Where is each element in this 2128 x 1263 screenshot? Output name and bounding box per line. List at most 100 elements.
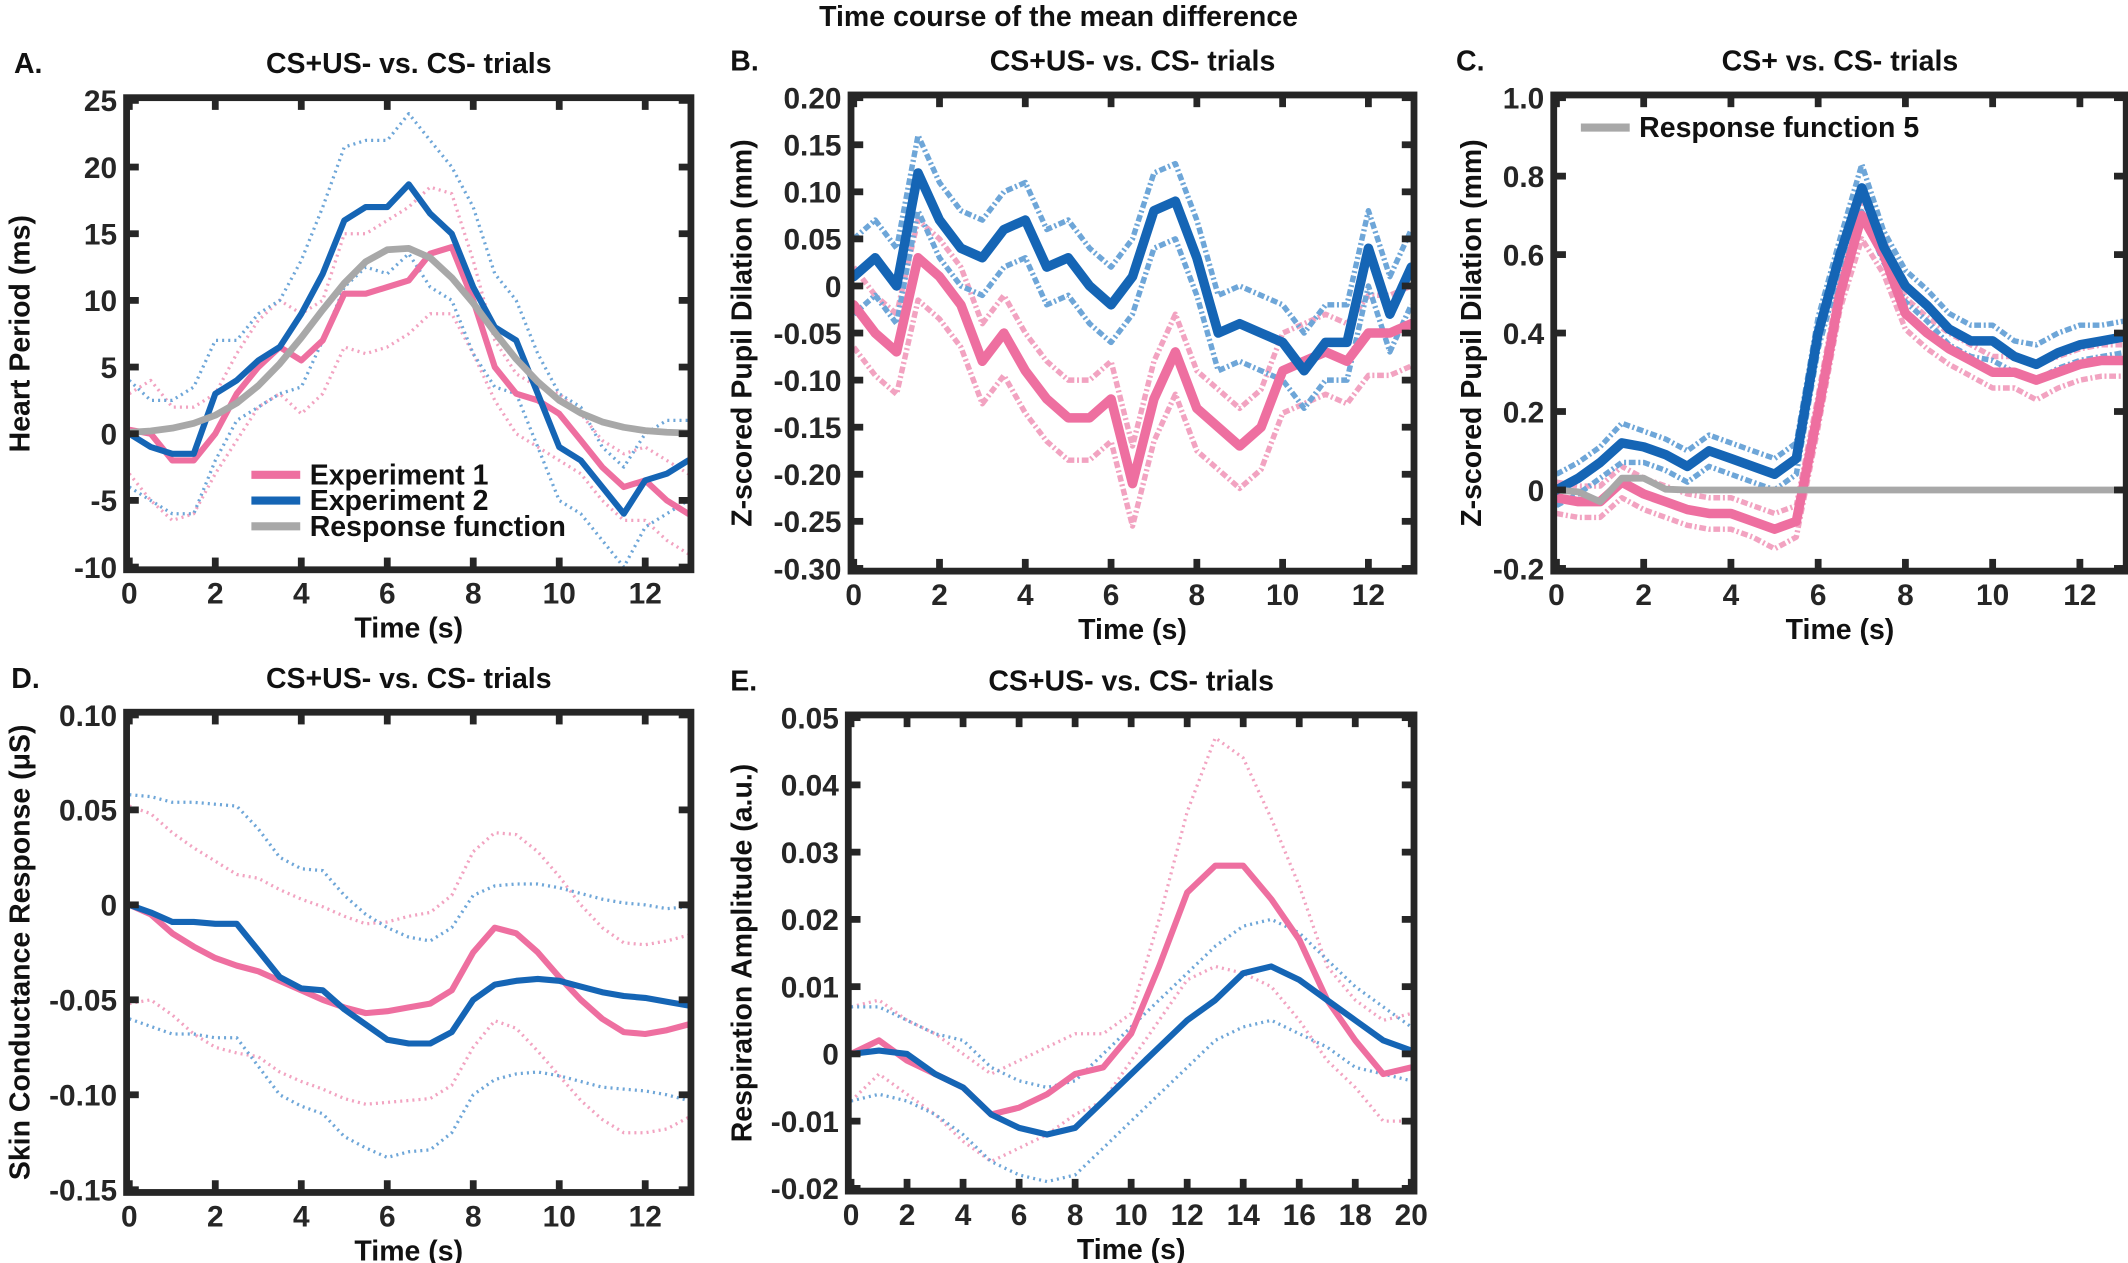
legend-label: Response function 5 xyxy=(1639,112,1919,144)
y-tick-label: -0.2 xyxy=(1493,553,1544,586)
y-tick-label: 0 xyxy=(822,1039,839,1072)
panel-a: A. CS+US- vs. CS- trials Time (s) Heart Per… xyxy=(5,48,695,645)
y-tick-label: 0.2 xyxy=(1503,396,1544,429)
y-tick-label: -0.15 xyxy=(774,412,842,445)
x-tick-label: 2 xyxy=(207,1200,224,1233)
x-tick-label: 10 xyxy=(1266,579,1299,612)
y-tick-label: 0 xyxy=(825,271,842,304)
legend: Response function 5 xyxy=(1580,112,1919,144)
series-line-exp1-mean xyxy=(1556,210,2124,534)
y-tick-label: 0.6 xyxy=(1503,239,1544,272)
y-tick-label: 0.10 xyxy=(59,700,117,733)
y-tick-label: 0.10 xyxy=(783,177,841,210)
x-tick-label: 6 xyxy=(1011,1199,1028,1232)
y-tick-label: 0.01 xyxy=(781,971,839,1004)
series-line-exp2_ci-ci-upper xyxy=(129,793,689,943)
series-line-exp2_ci-ci-lower xyxy=(853,207,1412,412)
x-tick-label: 4 xyxy=(293,578,310,611)
plot-area xyxy=(1556,161,2124,552)
series-line-exp2-mean xyxy=(851,963,1412,1138)
plot-area xyxy=(851,736,1412,1184)
legend-label: Experiment 1 xyxy=(310,459,489,491)
series-line-exp2_ci-ci-upper xyxy=(853,132,1412,336)
y-tick-label: -5 xyxy=(91,485,118,518)
x-tick-label: 10 xyxy=(543,578,576,611)
y-axis-label: Skin Conductance Response (μS) xyxy=(5,725,37,1181)
x-tick-label: 0 xyxy=(1548,579,1565,612)
x-axis-label: Time (s) xyxy=(1786,614,1895,646)
y-tick-label: -0.25 xyxy=(774,506,842,539)
y-tick-label: 5 xyxy=(100,352,117,385)
y-tick-label: 0 xyxy=(100,419,117,452)
axes-frame xyxy=(123,708,695,1196)
series-line-exp2_ci-ci-lower xyxy=(851,1018,1412,1184)
series-line-exp1_ci-ci-lower xyxy=(1556,236,2124,552)
x-tick-label: 0 xyxy=(843,1199,860,1232)
axes-frame xyxy=(123,94,695,574)
panel-letter: B. xyxy=(730,46,758,78)
x-tick-label: 18 xyxy=(1339,1199,1372,1232)
x-tick-label: 2 xyxy=(931,579,948,612)
series-line-exp1-mean xyxy=(129,243,689,517)
axes-frame xyxy=(847,91,1418,575)
x-tick-label: 12 xyxy=(629,1200,662,1233)
x-tick-label: 16 xyxy=(1283,1199,1316,1232)
x-tick-label: 6 xyxy=(379,578,396,611)
figure-title: Time course of the mean difference xyxy=(819,1,1298,33)
x-tick-label: 8 xyxy=(1897,579,1914,612)
x-tick-label: 10 xyxy=(1976,579,2009,612)
y-tick-label: -0.02 xyxy=(771,1173,839,1206)
y-tick-label: 0.05 xyxy=(59,795,117,828)
y-tick-label: -0.30 xyxy=(774,553,842,586)
legend-label: Experiment 2 xyxy=(310,485,489,517)
axes-frame xyxy=(1550,91,2128,575)
series-line-exp1_ci-ci-lower xyxy=(129,312,689,556)
x-tick-label: 12 xyxy=(1171,1199,1204,1232)
x-tick-label: 12 xyxy=(2063,579,2096,612)
series-line-exp1_ci-ci-upper xyxy=(129,185,689,476)
x-tick-label: 0 xyxy=(121,1200,138,1233)
y-tick-label: 0.02 xyxy=(781,904,839,937)
x-tick-label: 12 xyxy=(629,578,662,611)
y-tick-label: 25 xyxy=(84,85,117,118)
plot-area xyxy=(853,132,1412,529)
series-line-exp2_ci-ci-upper xyxy=(1556,161,2124,477)
series-line-response-function xyxy=(1556,474,2124,506)
series-line-exp2_ci-ci-upper xyxy=(129,112,689,469)
y-tick-label: 0 xyxy=(1528,475,1545,508)
y-axis-label: Z-scored Pupil Dilation (mm) xyxy=(1456,139,1488,527)
series-line-exp1_ci-ci-upper xyxy=(129,804,689,947)
panel-title: CS+ vs. CS- trials xyxy=(1722,46,1959,78)
panel-d: D. CS+US- vs. CS- trials Time (s) Skin Cond… xyxy=(5,663,695,1263)
x-tick-label: 10 xyxy=(1115,1199,1148,1232)
y-tick-label: -10 xyxy=(74,552,117,585)
x-tick-label: 4 xyxy=(955,1199,972,1232)
y-tick-label: 0 xyxy=(100,890,117,923)
axes-frame xyxy=(844,711,1418,1195)
x-tick-label: 4 xyxy=(293,1200,310,1233)
panel-letter: A. xyxy=(14,48,42,80)
y-tick-label: -0.15 xyxy=(49,1175,117,1208)
y-tick-label: 0.05 xyxy=(781,702,839,735)
y-tick-label: 0.05 xyxy=(783,224,841,257)
y-axis-label: Heart Period (ms) xyxy=(5,215,37,452)
series-line-response-function xyxy=(129,245,689,437)
series-line-exp1_ci-ci-lower xyxy=(851,964,1412,1164)
panel-title: CS+US- vs. CS- trials xyxy=(988,666,1274,698)
y-tick-label: -0.05 xyxy=(49,985,117,1018)
panel-letter: D. xyxy=(11,663,39,695)
y-tick-label: 20 xyxy=(84,152,117,185)
y-tick-label: 15 xyxy=(84,219,117,252)
x-tick-label: 20 xyxy=(1395,1199,1428,1232)
y-tick-label: -0.10 xyxy=(49,1080,117,1113)
series-line-exp1_ci-ci-lower xyxy=(853,297,1412,529)
x-tick-label: 4 xyxy=(1723,579,1740,612)
panel-title: CS+US- vs. CS- trials xyxy=(990,46,1276,78)
y-tick-label: -0.01 xyxy=(771,1106,839,1139)
x-tick-label: 14 xyxy=(1227,1199,1261,1232)
series-line-exp1_ci-ci-upper xyxy=(851,736,1412,1076)
panel-e: E. CS+US- vs. CS- trials Time (s) Respirati… xyxy=(726,666,1428,1263)
series-line-exp2-mean xyxy=(129,901,689,1047)
x-axis-label: Time (s) xyxy=(1077,1234,1186,1263)
